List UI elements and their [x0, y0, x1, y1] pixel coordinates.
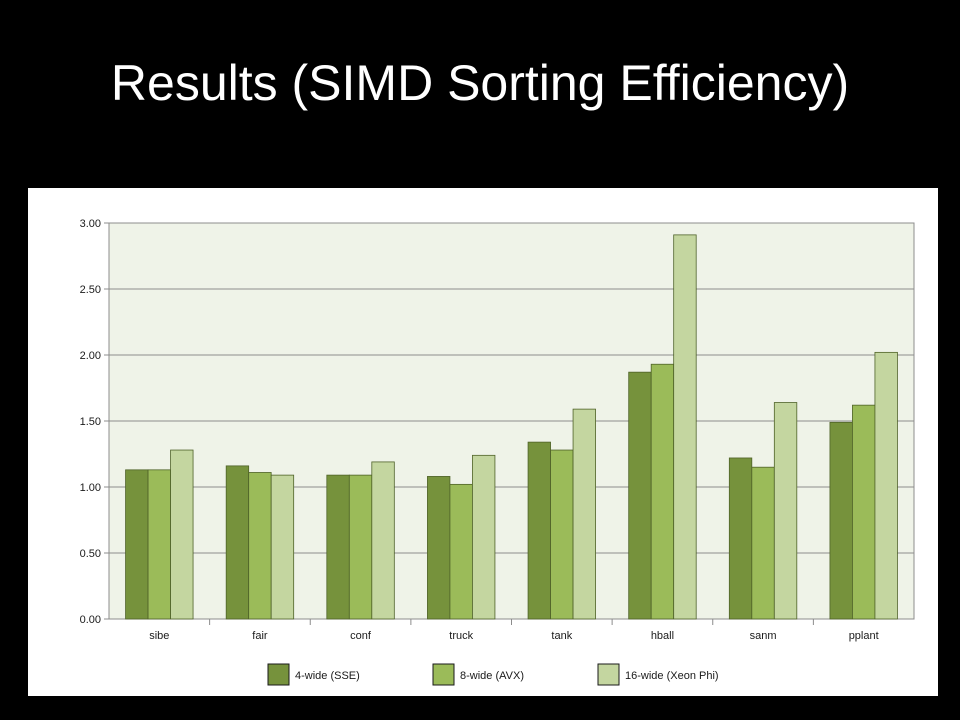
bar-sanm-series-1: [728, 457, 753, 620]
bar-conf-series-1: [326, 474, 350, 620]
y-tick-label: 0.50: [80, 548, 101, 560]
x-axis-ticks: sibe fair conf truck tank hball sanm pplant: [149, 619, 879, 642]
x-tick-label: pplant: [849, 630, 879, 642]
bar-sibe-series-3: [170, 449, 194, 620]
bar-hball-series-3: [673, 234, 697, 620]
y-tick-label: 2.50: [80, 284, 101, 296]
y-tick-label: 0.00: [80, 614, 101, 626]
bar-pplant-series-1: [829, 421, 853, 620]
y-tick-label: 1.50: [80, 416, 101, 428]
bar-sanm-series-3: [773, 402, 798, 620]
bar-tank-series-1: [527, 441, 551, 620]
x-tick-label: fair: [252, 630, 268, 642]
x-tick-label: conf: [350, 630, 372, 642]
chart-panel: 0.00 0.50 1.00 1.50 2.00 2.50 3.00 sibe fair con…: [28, 188, 938, 696]
legend-label-series-3: 16-wide (Xeon Phi): [625, 670, 719, 682]
bar-fair-series-2: [248, 472, 272, 620]
y-axis-ticks: 0.00 0.50 1.00 1.50 2.00 2.50 3.00: [80, 218, 109, 626]
bar-sibe-series-2: [147, 469, 171, 620]
y-tick-label: 2.00: [80, 350, 101, 362]
bar-sibe-series-1: [125, 469, 149, 620]
x-tick-label: truck: [449, 630, 473, 642]
bar-tank-series-3: [572, 408, 596, 620]
bar-pplant-series-3: [874, 351, 898, 620]
legend-swatch-series-2: [432, 663, 455, 686]
slide-title: Results (SIMD Sorting Efficiency): [110, 55, 850, 111]
bar-chart: 0.00 0.50 1.00 1.50 2.00 2.50 3.00 sibe fair con…: [80, 218, 915, 686]
legend-label-series-1: 4-wide (SSE): [295, 670, 360, 682]
x-tick-label: tank: [551, 630, 572, 642]
bar-truck-series-3: [472, 454, 496, 620]
legend-label-series-2: 8-wide (AVX): [460, 670, 524, 682]
bar-hball-series-2: [650, 363, 675, 620]
y-tick-label: 1.00: [80, 482, 101, 494]
x-tick-label: sibe: [149, 630, 169, 642]
bar-conf-series-3: [371, 461, 395, 620]
bar-truck-series-2: [449, 483, 473, 620]
bar-fair-series-1: [225, 465, 250, 620]
x-tick-label: sanm: [750, 630, 777, 642]
bar-truck-series-1: [427, 476, 451, 620]
legend-swatch-series-3: [597, 663, 620, 686]
bar-tank-series-2: [550, 449, 574, 620]
bar-sanm-series-2: [751, 466, 775, 620]
legend: 4-wide (SSE) 8-wide (AVX) 16-wide (Xeon Ph…: [267, 663, 719, 686]
bar-series: [125, 234, 898, 620]
bar-hball-series-1: [628, 371, 652, 620]
legend-swatch-series-1: [267, 663, 290, 686]
bar-fair-series-3: [270, 474, 295, 620]
bar-conf-series-2: [348, 474, 373, 620]
x-tick-label: hball: [651, 630, 674, 642]
y-tick-label: 3.00: [80, 218, 101, 230]
bar-pplant-series-2: [852, 404, 876, 620]
